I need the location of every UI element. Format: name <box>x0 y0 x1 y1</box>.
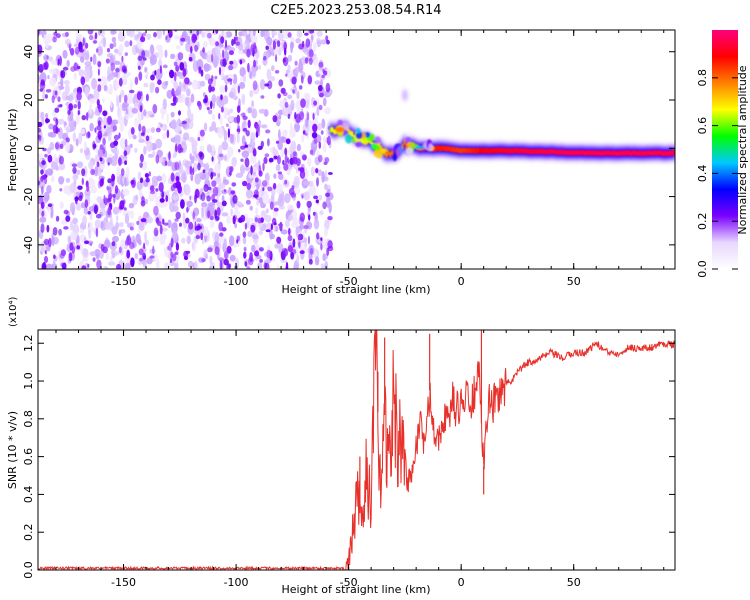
colorbar-tick-label: 0.6 <box>696 117 709 135</box>
x-tick-label: -50 <box>340 576 358 589</box>
snr-scale-label: (x10⁴) <box>8 296 19 327</box>
y-tick-label: -20 <box>22 188 35 206</box>
x-tick-label: 50 <box>567 576 581 589</box>
snr-x-axis-label: Height of straight line (km) <box>281 583 430 596</box>
spectrogram-ticks: -150 -100 -50 0 50 -40 -20 0 20 40 <box>22 30 675 288</box>
colorbar-tick-label: 0.8 <box>696 69 709 87</box>
snr-frame <box>37 329 676 571</box>
y-tick-label: 0.4 <box>22 486 35 504</box>
x-tick-label: 0 <box>458 275 465 288</box>
y-tick-label: 0.6 <box>22 448 35 466</box>
colorbar-ticks: 0.0 0.2 0.4 0.6 0.8 <box>696 69 738 278</box>
colorbar-tick-label: 0.0 <box>696 260 709 278</box>
y-tick-label: 40 <box>22 45 35 59</box>
colorbar: 0.0 0.2 0.4 0.6 0.8 Normalized spectral ampl… <box>696 30 749 278</box>
snr-background <box>38 330 675 570</box>
snr-series <box>38 330 675 570</box>
snr-panel: -150 -100 -50 0 50 0.0 0.2 0.4 0.6 0.8 1.0 1.2 Heig… <box>6 296 676 596</box>
y-tick-label: 0.2 <box>22 523 35 541</box>
snr-line <box>38 330 675 570</box>
snr-y-axis-label: SNR (10 * v/v) <box>6 411 19 489</box>
x-tick-label: -150 <box>111 275 136 288</box>
x-tick-label: 0 <box>458 576 465 589</box>
y-tick-label: 20 <box>22 93 35 107</box>
x-tick-label: -100 <box>224 275 249 288</box>
spectrogram-noise-region <box>38 30 334 269</box>
y-tick-label: 0.0 <box>22 561 35 579</box>
spectrogram-panel: -150 -100 -50 0 50 -40 -20 0 20 40 Height of stra… <box>6 29 676 296</box>
y-tick-label: -40 <box>22 236 35 254</box>
y-tick-label: 1.2 <box>22 334 35 352</box>
y-tick-label: 1.0 <box>22 372 35 390</box>
colorbar-tick-label: 0.4 <box>696 165 709 183</box>
colorbar-tick-label: 0.2 <box>696 212 709 230</box>
colorbar-gradient <box>712 30 738 269</box>
spectrogram-frame <box>37 29 676 270</box>
spectrogram-y-axis-label: Frequency (Hz) <box>6 109 19 192</box>
colorbar-label: Normalized spectral amplitude <box>736 65 749 234</box>
x-tick-label: -100 <box>224 576 249 589</box>
figure-title: C2E5.2023.253.08.54.R14 <box>270 3 441 18</box>
spectrogram-ridge <box>329 89 675 166</box>
y-tick-label: 0.8 <box>22 410 35 428</box>
spectrogram-artifact <box>402 89 408 102</box>
y-tick-label: 0 <box>22 145 35 152</box>
spectrogram-x-axis-label: Height of straight line (km) <box>281 283 430 296</box>
x-tick-label: -150 <box>111 576 136 589</box>
x-tick-label: -50 <box>340 275 358 288</box>
x-tick-label: 50 <box>567 275 581 288</box>
